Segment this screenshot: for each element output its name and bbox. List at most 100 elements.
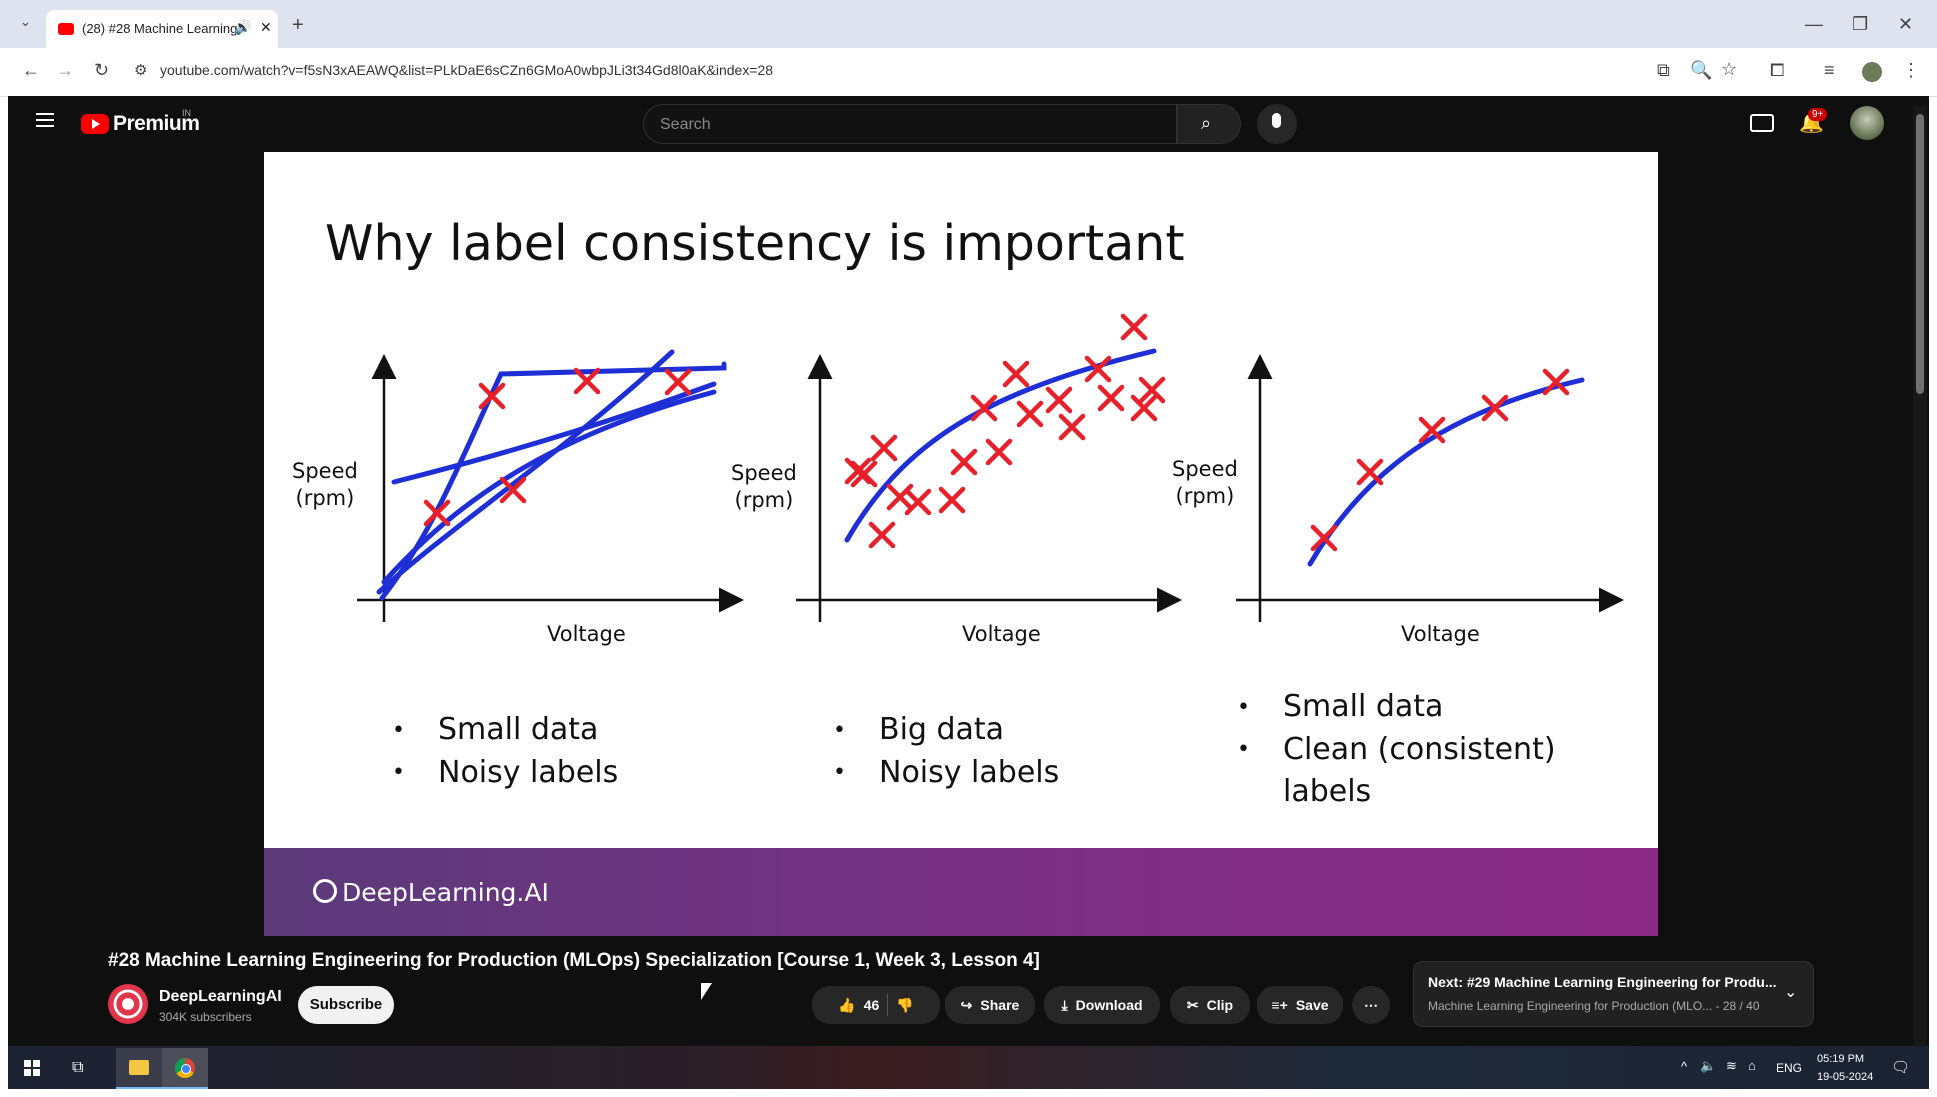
save-label: Save xyxy=(1295,997,1329,1013)
like-button[interactable]: 👍 46 xyxy=(838,986,879,1024)
x-marker xyxy=(499,476,527,504)
clock-date[interactable]: 19-05-2024 xyxy=(1817,1071,1874,1083)
create-video-icon[interactable] xyxy=(1750,114,1774,132)
like-dislike-group: 👍 46 👎 xyxy=(812,986,940,1024)
minimize-icon[interactable]: — xyxy=(1805,14,1823,34)
tray-chevron-icon[interactable]: ^ xyxy=(1681,1059,1688,1074)
panel2-xlabel: Voltage xyxy=(962,622,1041,646)
audio-playing-icon[interactable]: 🔊 xyxy=(234,19,252,35)
search-input[interactable]: Search xyxy=(643,104,1177,144)
premium-logo-text[interactable]: Premium xyxy=(113,112,200,135)
account-avatar[interactable] xyxy=(1850,106,1884,140)
volume-icon[interactable]: 🔈 xyxy=(1700,1058,1717,1073)
panel2-curve xyxy=(844,348,1157,543)
profile-avatar[interactable] xyxy=(1862,62,1882,82)
more-actions-icon[interactable]: ⋯ xyxy=(1352,986,1390,1024)
task-view-icon[interactable]: ⧉ xyxy=(72,1059,84,1076)
youtube-logo-icon[interactable] xyxy=(81,114,109,134)
x-marker xyxy=(1356,458,1384,486)
clock-time[interactable]: 05:19 PM xyxy=(1817,1053,1865,1065)
x-marker xyxy=(870,434,898,462)
new-tab-icon[interactable]: + xyxy=(292,14,304,36)
x-marker xyxy=(1120,313,1148,341)
install-app-icon[interactable]: ⧉ xyxy=(1657,60,1670,80)
share-button[interactable]: ↪ Share xyxy=(945,986,1035,1024)
browser-tab-strip xyxy=(0,0,1937,48)
x-marker xyxy=(970,394,998,422)
extensions-icon[interactable]: ⧠ xyxy=(1770,60,1785,80)
panel2-ylabel: Speed (rpm) xyxy=(731,461,797,512)
channel-avatar[interactable] xyxy=(108,984,148,1024)
search-button[interactable]: ⌕ xyxy=(1177,104,1241,144)
reload-icon[interactable]: ↻ xyxy=(94,60,110,80)
wifi-icon[interactable]: ≋ xyxy=(1726,1058,1737,1073)
x-marker xyxy=(1130,394,1158,422)
panel1-xlabel: Voltage xyxy=(547,622,626,646)
video-title: #28 Machine Learning Engineering for Pro… xyxy=(108,950,1040,971)
deeplearning-logo-icon xyxy=(313,879,337,903)
scrollbar-thumb[interactable] xyxy=(1916,114,1924,394)
voice-search-button[interactable] xyxy=(1257,104,1297,144)
next-video-playlist: Machine Learning Engineering for Product… xyxy=(1428,999,1760,1013)
x-marker xyxy=(1097,384,1125,412)
region-badge: IN xyxy=(182,108,191,118)
network-icon[interactable]: ⌂ xyxy=(1748,1058,1756,1073)
file-explorer-icon[interactable] xyxy=(116,1048,162,1089)
browser-menu-icon[interactable]: ⋮ xyxy=(1902,60,1920,80)
x-marker xyxy=(1084,355,1112,383)
hamburger-menu-icon[interactable] xyxy=(36,113,54,115)
subscriber-count: 304K subscribers xyxy=(159,1010,252,1024)
x-marker xyxy=(1058,413,1086,441)
clip-button[interactable]: ✂ Clip xyxy=(1170,986,1250,1024)
slide-charts xyxy=(357,313,1624,622)
microphone-icon xyxy=(1272,113,1281,128)
search-icon: ⌕ xyxy=(1201,113,1212,133)
url-input[interactable]: youtube.com/watch?v=f5sN3xAEAWQ&list=PLk… xyxy=(160,62,774,78)
download-icon: ⤓ xyxy=(1061,997,1068,1013)
panel3-xlabel: Voltage xyxy=(1401,622,1480,646)
next-video-card[interactable]: Next: #29 Machine Learning Engineering f… xyxy=(1413,961,1814,1027)
share-label: Share xyxy=(980,997,1020,1013)
save-button[interactable]: ≡+ Save xyxy=(1257,986,1343,1024)
media-control-icon[interactable]: ≡ xyxy=(1824,60,1835,80)
tab-title: (28) #28 Machine Learning xyxy=(82,21,238,36)
download-label: Download xyxy=(1075,997,1143,1013)
window-close-icon[interactable]: ✕ xyxy=(1898,14,1914,34)
tab-close-icon[interactable]: ✕ xyxy=(260,19,272,35)
tab-search-icon[interactable]: ⌄ xyxy=(20,14,31,29)
browser-tab[interactable]: (28) #28 Machine Learning 🔊 ✕ xyxy=(46,10,278,48)
x-marker xyxy=(950,448,978,476)
site-info-icon[interactable]: ⚙ xyxy=(134,62,148,79)
restore-icon[interactable]: ❐ xyxy=(1852,14,1869,34)
x-marker xyxy=(1418,416,1446,444)
thumbs-down-icon[interactable]: 👎 xyxy=(896,997,914,1013)
channel-name[interactable]: DeepLearningAI xyxy=(159,988,282,1005)
x-marker xyxy=(844,457,872,485)
action-center-icon[interactable]: 🗨 xyxy=(1891,1059,1911,1076)
language-indicator[interactable]: ENG xyxy=(1776,1061,1803,1075)
next-video-title: Next: #29 Machine Learning Engineering f… xyxy=(1428,974,1777,990)
x-marker xyxy=(664,368,692,396)
windows-start-icon[interactable] xyxy=(24,1060,40,1076)
clip-label: Clip xyxy=(1206,997,1234,1013)
zoom-icon[interactable]: 🔍 xyxy=(1690,60,1713,80)
youtube-favicon-icon xyxy=(58,23,74,35)
panel3-ylabel: Speed (rpm) xyxy=(1172,457,1238,508)
video-player[interactable] xyxy=(264,152,1658,936)
notification-count-badge: 9+ xyxy=(1808,108,1828,121)
chrome-taskbar-icon[interactable] xyxy=(162,1048,208,1089)
x-marker xyxy=(985,438,1013,466)
page-scrollbar[interactable] xyxy=(1913,106,1927,1046)
bookmark-star-icon[interactable]: ☆ xyxy=(1721,59,1738,79)
x-marker xyxy=(904,488,932,516)
x-marker xyxy=(423,499,451,527)
subscribe-button[interactable]: Subscribe xyxy=(298,986,394,1024)
back-icon[interactable]: ← xyxy=(22,60,40,80)
x-marker xyxy=(573,367,601,395)
download-button[interactable]: ⤓ Download xyxy=(1044,986,1160,1024)
chevron-down-icon[interactable]: ⌄ xyxy=(1784,984,1798,1001)
panel3-curve xyxy=(1307,377,1585,567)
x-marker xyxy=(1016,400,1044,428)
forward-icon[interactable]: → xyxy=(56,60,74,80)
panel1-curve-c xyxy=(381,389,717,585)
